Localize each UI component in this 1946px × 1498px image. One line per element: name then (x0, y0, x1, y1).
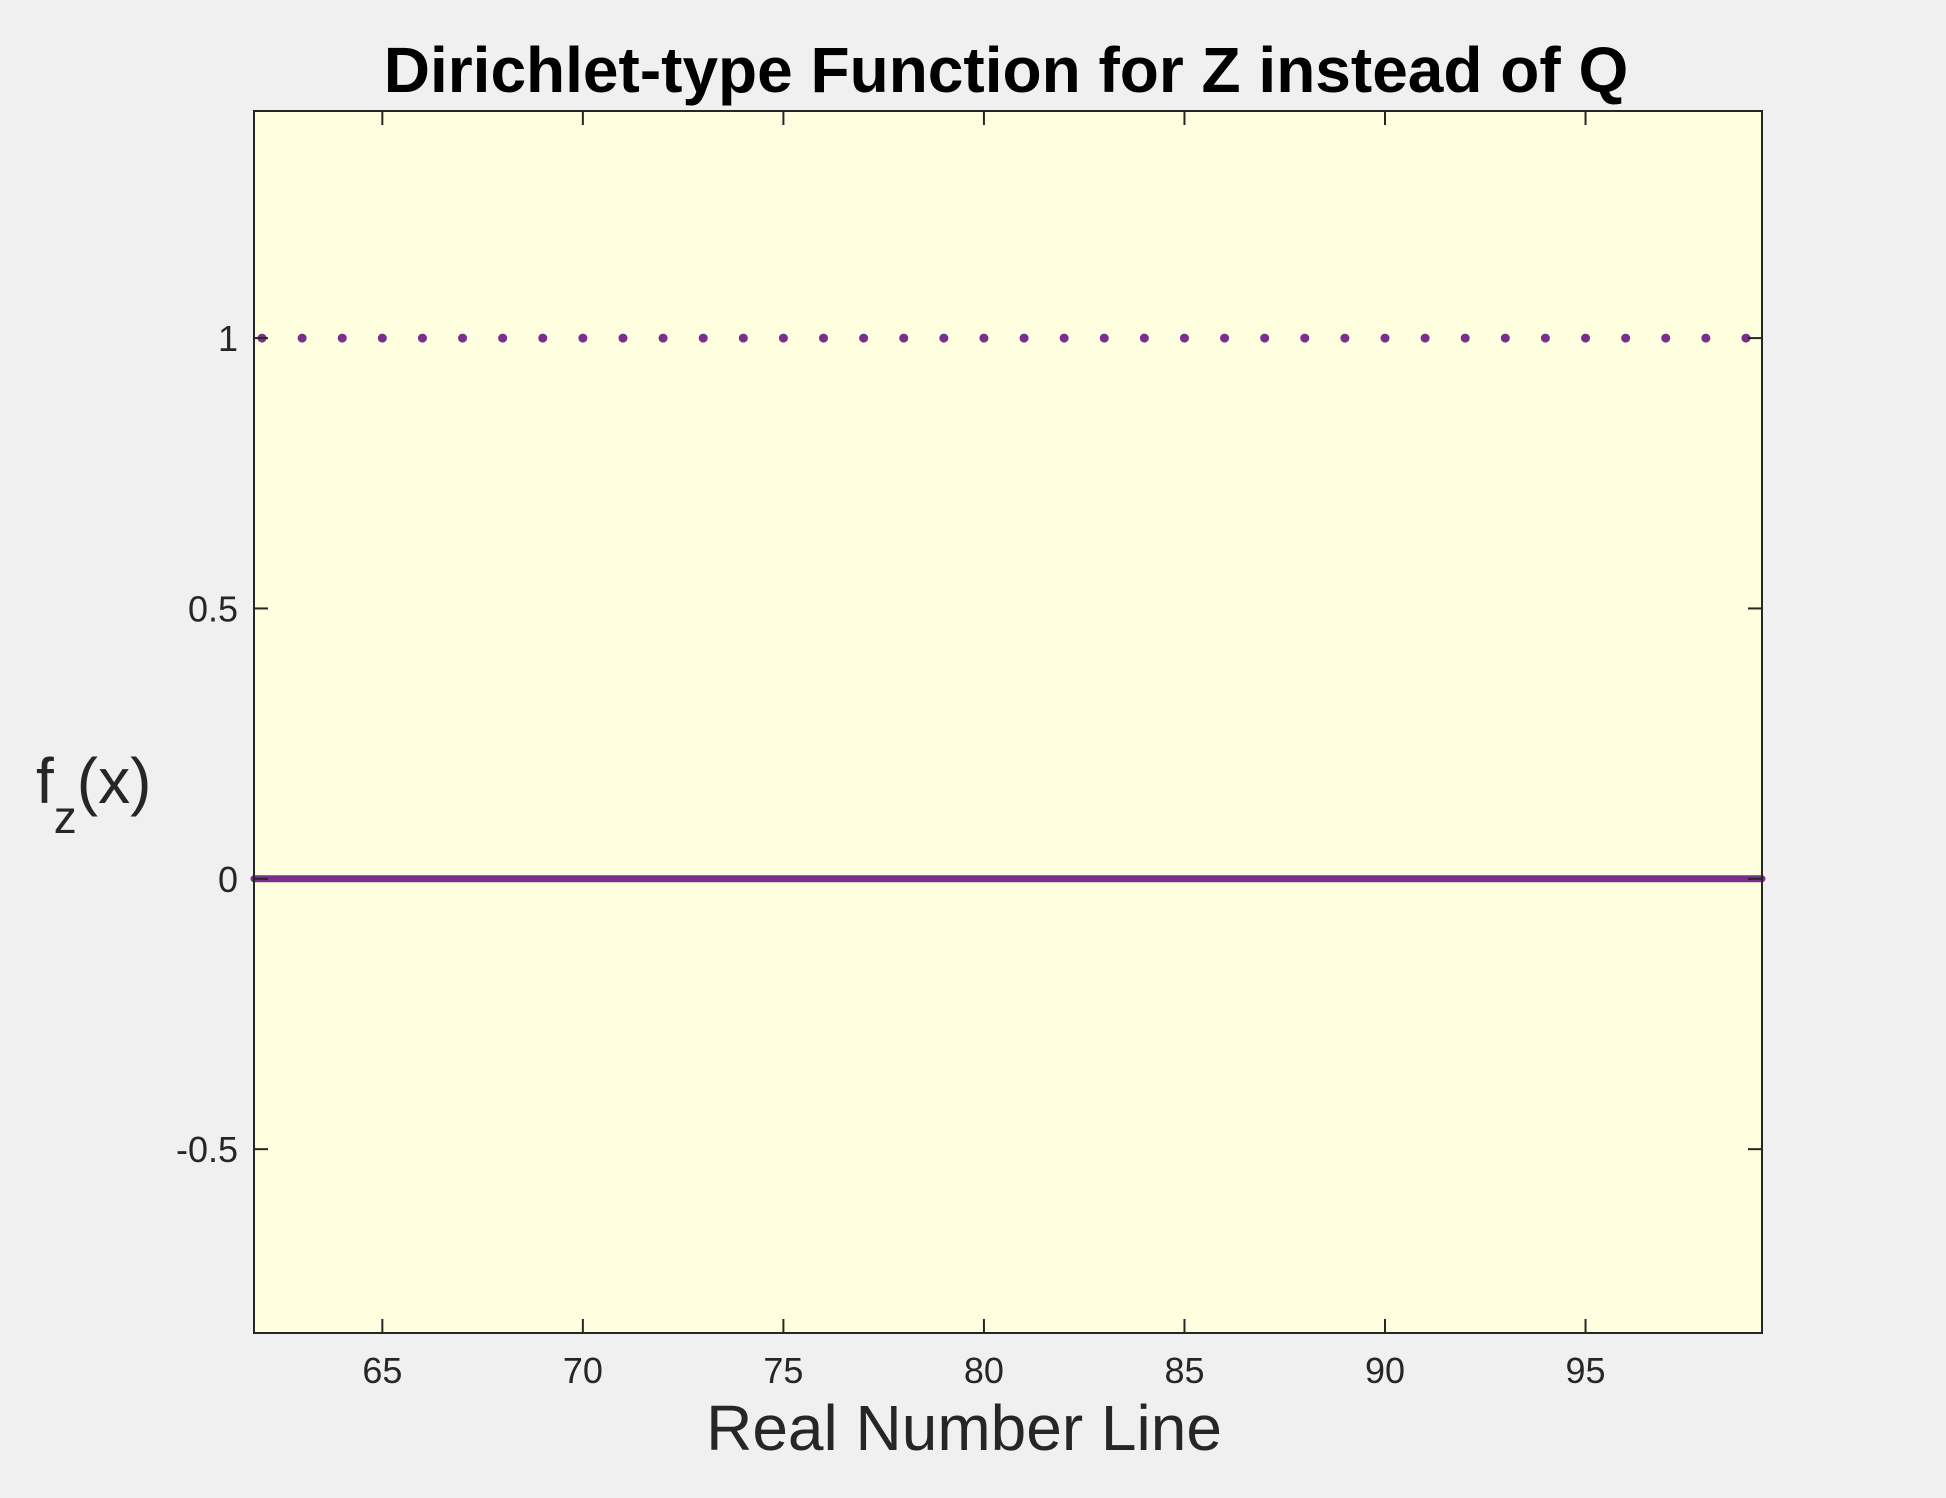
x-tick-label: 65 (362, 1350, 402, 1391)
data-point (1420, 333, 1430, 343)
data-point (1741, 333, 1751, 343)
y-axis-label-suffix: (x) (77, 745, 152, 817)
y-tick-label: 0.5 (188, 588, 238, 629)
data-point (498, 333, 508, 343)
data-point (1701, 333, 1711, 343)
data-point (859, 333, 869, 343)
data-point (1099, 333, 1109, 343)
data-point (698, 333, 708, 343)
data-point (538, 333, 548, 343)
data-point (1300, 333, 1310, 343)
y-axis-label: fz(x) (36, 745, 151, 843)
data-point (1179, 333, 1189, 343)
data-point (1500, 333, 1510, 343)
data-point (658, 333, 668, 343)
data-point (1380, 333, 1390, 343)
data-point (337, 333, 347, 343)
data-point (1220, 333, 1230, 343)
data-point (819, 333, 829, 343)
x-axis-label: Real Number Line (706, 1392, 1222, 1464)
data-point (458, 333, 468, 343)
y-axis-label-subscript: z (54, 791, 77, 843)
data-point (778, 333, 788, 343)
data-point (1621, 333, 1631, 343)
x-tick-label: 75 (763, 1350, 803, 1391)
data-point (417, 333, 427, 343)
data-point (297, 333, 307, 343)
y-tick-label: 0 (218, 859, 238, 900)
y-axis-label-base: f (36, 745, 54, 817)
data-point (1139, 333, 1149, 343)
data-point (1460, 333, 1470, 343)
x-tick-label: 70 (563, 1350, 603, 1391)
data-point (377, 333, 387, 343)
data-point (979, 333, 989, 343)
data-point (899, 333, 909, 343)
x-tick-label: 80 (964, 1350, 1004, 1391)
data-point (1581, 333, 1591, 343)
data-point (618, 333, 628, 343)
tick-labels-layer: 65 70 75 80 85 90 95 -0.5 0 0.5 1 (176, 318, 1606, 1391)
ticks-layer (254, 111, 1762, 1333)
data-point (1019, 333, 1029, 343)
data-point (1260, 333, 1270, 343)
data-point (939, 333, 949, 343)
x-tick-label: 95 (1566, 1350, 1606, 1391)
data-point (578, 333, 588, 343)
y-tick-label: 1 (218, 318, 238, 359)
series-layer (250, 333, 1766, 883)
data-point (1059, 333, 1069, 343)
plot-area (254, 111, 1762, 1333)
x-tick-label: 85 (1164, 1350, 1204, 1391)
data-point (738, 333, 748, 343)
data-point (1661, 333, 1671, 343)
data-point (1340, 333, 1350, 343)
x-tick-label: 90 (1365, 1350, 1405, 1391)
chart-title: Dirichlet-type Function for Z instead of… (384, 34, 1628, 106)
plot-frame (253, 110, 1763, 1334)
data-point (1540, 333, 1550, 343)
y-tick-label: -0.5 (176, 1129, 238, 1170)
